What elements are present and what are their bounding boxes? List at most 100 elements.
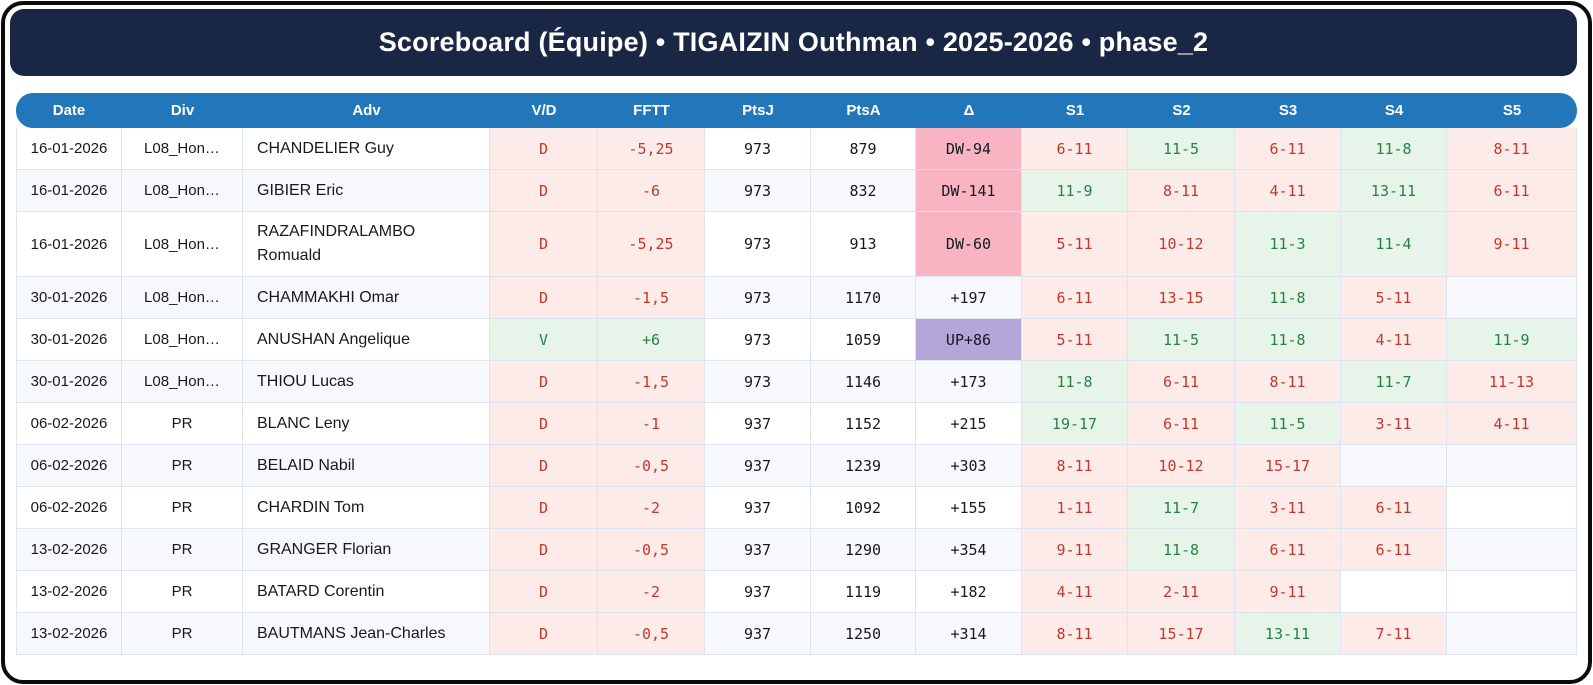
cell-player-points: 937 (705, 445, 811, 487)
cell-delta: UP+86 (916, 319, 1022, 361)
cell-set-4: 5-11 (1341, 277, 1447, 319)
column-header-date: Date (52, 102, 86, 119)
cell-division: PR (122, 403, 243, 445)
title-bar: Scoreboard (Équipe) • TIGAIZIN Outhman •… (10, 9, 1577, 76)
table-row: 16-01-2026 L08_Hon… CHANDELIER Guy D -5,… (16, 128, 1577, 170)
cell-set-1: 19-17 (1022, 403, 1128, 445)
cell-opponent: BELAID Nabil (243, 445, 490, 487)
cell-set-1: 4-11 (1022, 571, 1128, 613)
table-header: Date Div Adv V/D FFTT PtsJ PtsA Δ S1 S2 … (16, 93, 1577, 128)
cell-opponent-points: 1059 (811, 319, 916, 361)
table-row: 16-01-2026 L08_Hon… GIBIER Eric D -6 973… (16, 170, 1577, 212)
cell-fftt-points: -5,25 (598, 128, 705, 170)
cell-opponent-points: 913 (811, 212, 916, 277)
cell-set-5 (1447, 487, 1577, 529)
cell-set-2: 2-11 (1128, 571, 1235, 613)
cell-division: PR (122, 571, 243, 613)
cell-date: 13-02-2026 (16, 571, 122, 613)
cell-date: 06-02-2026 (16, 487, 122, 529)
cell-set-3: 11-8 (1235, 319, 1341, 361)
cell-set-5 (1447, 613, 1577, 655)
column-header-set2: S2 (1172, 102, 1191, 119)
cell-opponent-points: 1250 (811, 613, 916, 655)
cell-player-points: 937 (705, 403, 811, 445)
cell-date: 13-02-2026 (16, 529, 122, 571)
table-row: 06-02-2026 PR CHARDIN Tom D -2 937 1092 … (16, 487, 1577, 529)
cell-set-5: 11-13 (1447, 361, 1577, 403)
cell-player-points: 937 (705, 613, 811, 655)
column-header-win-loss: V/D (531, 102, 557, 119)
table-row: 30-01-2026 L08_Hon… THIOU Lucas D -1,5 9… (16, 361, 1577, 403)
table-row: 06-02-2026 PR BLANC Leny D -1 937 1152 +… (16, 403, 1577, 445)
cell-set-3: 6-11 (1235, 128, 1341, 170)
cell-set-1: 8-11 (1022, 613, 1128, 655)
cell-opponent: CHANDELIER Guy (243, 128, 490, 170)
cell-opponent: ANUSHAN Angelique (243, 319, 490, 361)
table-row: 30-01-2026 L08_Hon… ANUSHAN Angelique V … (16, 319, 1577, 361)
column-header-set5: S5 (1502, 102, 1522, 119)
cell-opponent: CHAMMAKHI Omar (243, 277, 490, 319)
cell-opponent-points: 832 (811, 170, 916, 212)
cell-opponent: RAZAFINDRALAMBO Romuald (243, 212, 490, 277)
cell-set-3: 15-17 (1235, 445, 1341, 487)
cell-division: L08_Hon… (122, 128, 243, 170)
column-header-fftt: FFTT (633, 102, 670, 119)
column-header-division: Div (170, 102, 195, 119)
cell-date: 06-02-2026 (16, 403, 122, 445)
cell-division: L08_Hon… (122, 319, 243, 361)
cell-set-4: 4-11 (1341, 319, 1447, 361)
cell-division: L08_Hon… (122, 170, 243, 212)
cell-set-2: 11-5 (1128, 128, 1235, 170)
cell-win-loss: D (490, 361, 598, 403)
cell-set-4: 3-11 (1341, 403, 1447, 445)
cell-win-loss: D (490, 529, 598, 571)
cell-fftt-points: -5,25 (598, 212, 705, 277)
cell-delta: +215 (916, 403, 1022, 445)
cell-set-1: 5-11 (1022, 212, 1128, 277)
cell-delta: +354 (916, 529, 1022, 571)
cell-fftt-points: -1,5 (598, 361, 705, 403)
cell-set-4: 11-8 (1341, 128, 1447, 170)
column-header-opponent-points: PtsA (846, 102, 881, 119)
cell-set-4: 6-11 (1341, 487, 1447, 529)
cell-set-3: 4-11 (1235, 170, 1341, 212)
cell-set-5 (1447, 529, 1577, 571)
cell-set-1: 9-11 (1022, 529, 1128, 571)
cell-win-loss: D (490, 212, 598, 277)
cell-date: 30-01-2026 (16, 319, 122, 361)
cell-set-5: 6-11 (1447, 170, 1577, 212)
cell-win-loss: D (490, 613, 598, 655)
cell-set-3: 13-11 (1235, 613, 1341, 655)
column-header-player-points: PtsJ (742, 102, 774, 119)
cell-set-1: 11-9 (1022, 170, 1128, 212)
cell-set-4: 13-11 (1341, 170, 1447, 212)
cell-set-2: 11-5 (1128, 319, 1235, 361)
cell-opponent-points: 1146 (811, 361, 916, 403)
cell-set-4 (1341, 571, 1447, 613)
cell-win-loss: V (490, 319, 598, 361)
cell-player-points: 937 (705, 571, 811, 613)
cell-set-5 (1447, 277, 1577, 319)
cell-set-1: 1-11 (1022, 487, 1128, 529)
cell-win-loss: D (490, 128, 598, 170)
table-row: 30-01-2026 L08_Hon… CHAMMAKHI Omar D -1,… (16, 277, 1577, 319)
page-title: Scoreboard (Équipe) • TIGAIZIN Outhman •… (378, 27, 1209, 57)
cell-player-points: 937 (705, 529, 811, 571)
cell-opponent-points: 1170 (811, 277, 916, 319)
cell-set-1: 6-11 (1022, 277, 1128, 319)
cell-fftt-points: +6 (598, 319, 705, 361)
cell-fftt-points: -1,5 (598, 277, 705, 319)
cell-set-2: 11-8 (1128, 529, 1235, 571)
cell-delta: DW-141 (916, 170, 1022, 212)
table-row: 13-02-2026 PR BATARD Corentin D -2 937 1… (16, 571, 1577, 613)
cell-set-2: 13-15 (1128, 277, 1235, 319)
cell-fftt-points: -0,5 (598, 613, 705, 655)
cell-division: L08_Hon… (122, 277, 243, 319)
cell-opponent-points: 1119 (811, 571, 916, 613)
cell-set-5: 4-11 (1447, 403, 1577, 445)
cell-fftt-points: -2 (598, 487, 705, 529)
cell-division: PR (122, 445, 243, 487)
cell-date: 16-01-2026 (16, 170, 122, 212)
cell-delta: +173 (916, 361, 1022, 403)
cell-set-5: 11-9 (1447, 319, 1577, 361)
